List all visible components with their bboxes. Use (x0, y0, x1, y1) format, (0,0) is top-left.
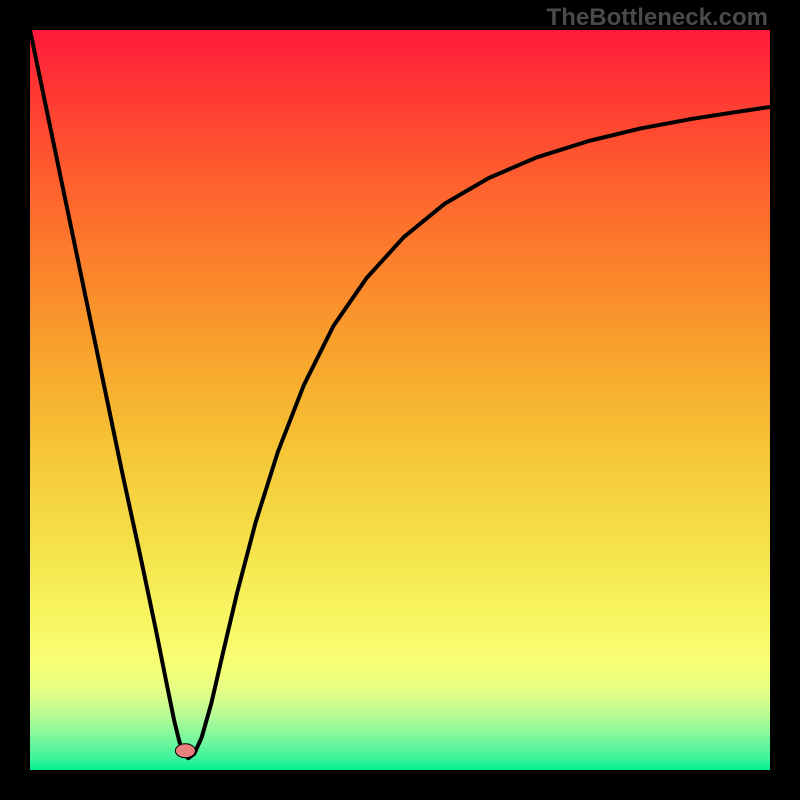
chart-svg (30, 30, 770, 770)
vertex-marker (175, 744, 195, 758)
frame: TheBottleneck.com (0, 0, 800, 800)
watermark-label: TheBottleneck.com (547, 4, 768, 32)
chart-background (30, 30, 770, 770)
plot-area (30, 30, 770, 770)
